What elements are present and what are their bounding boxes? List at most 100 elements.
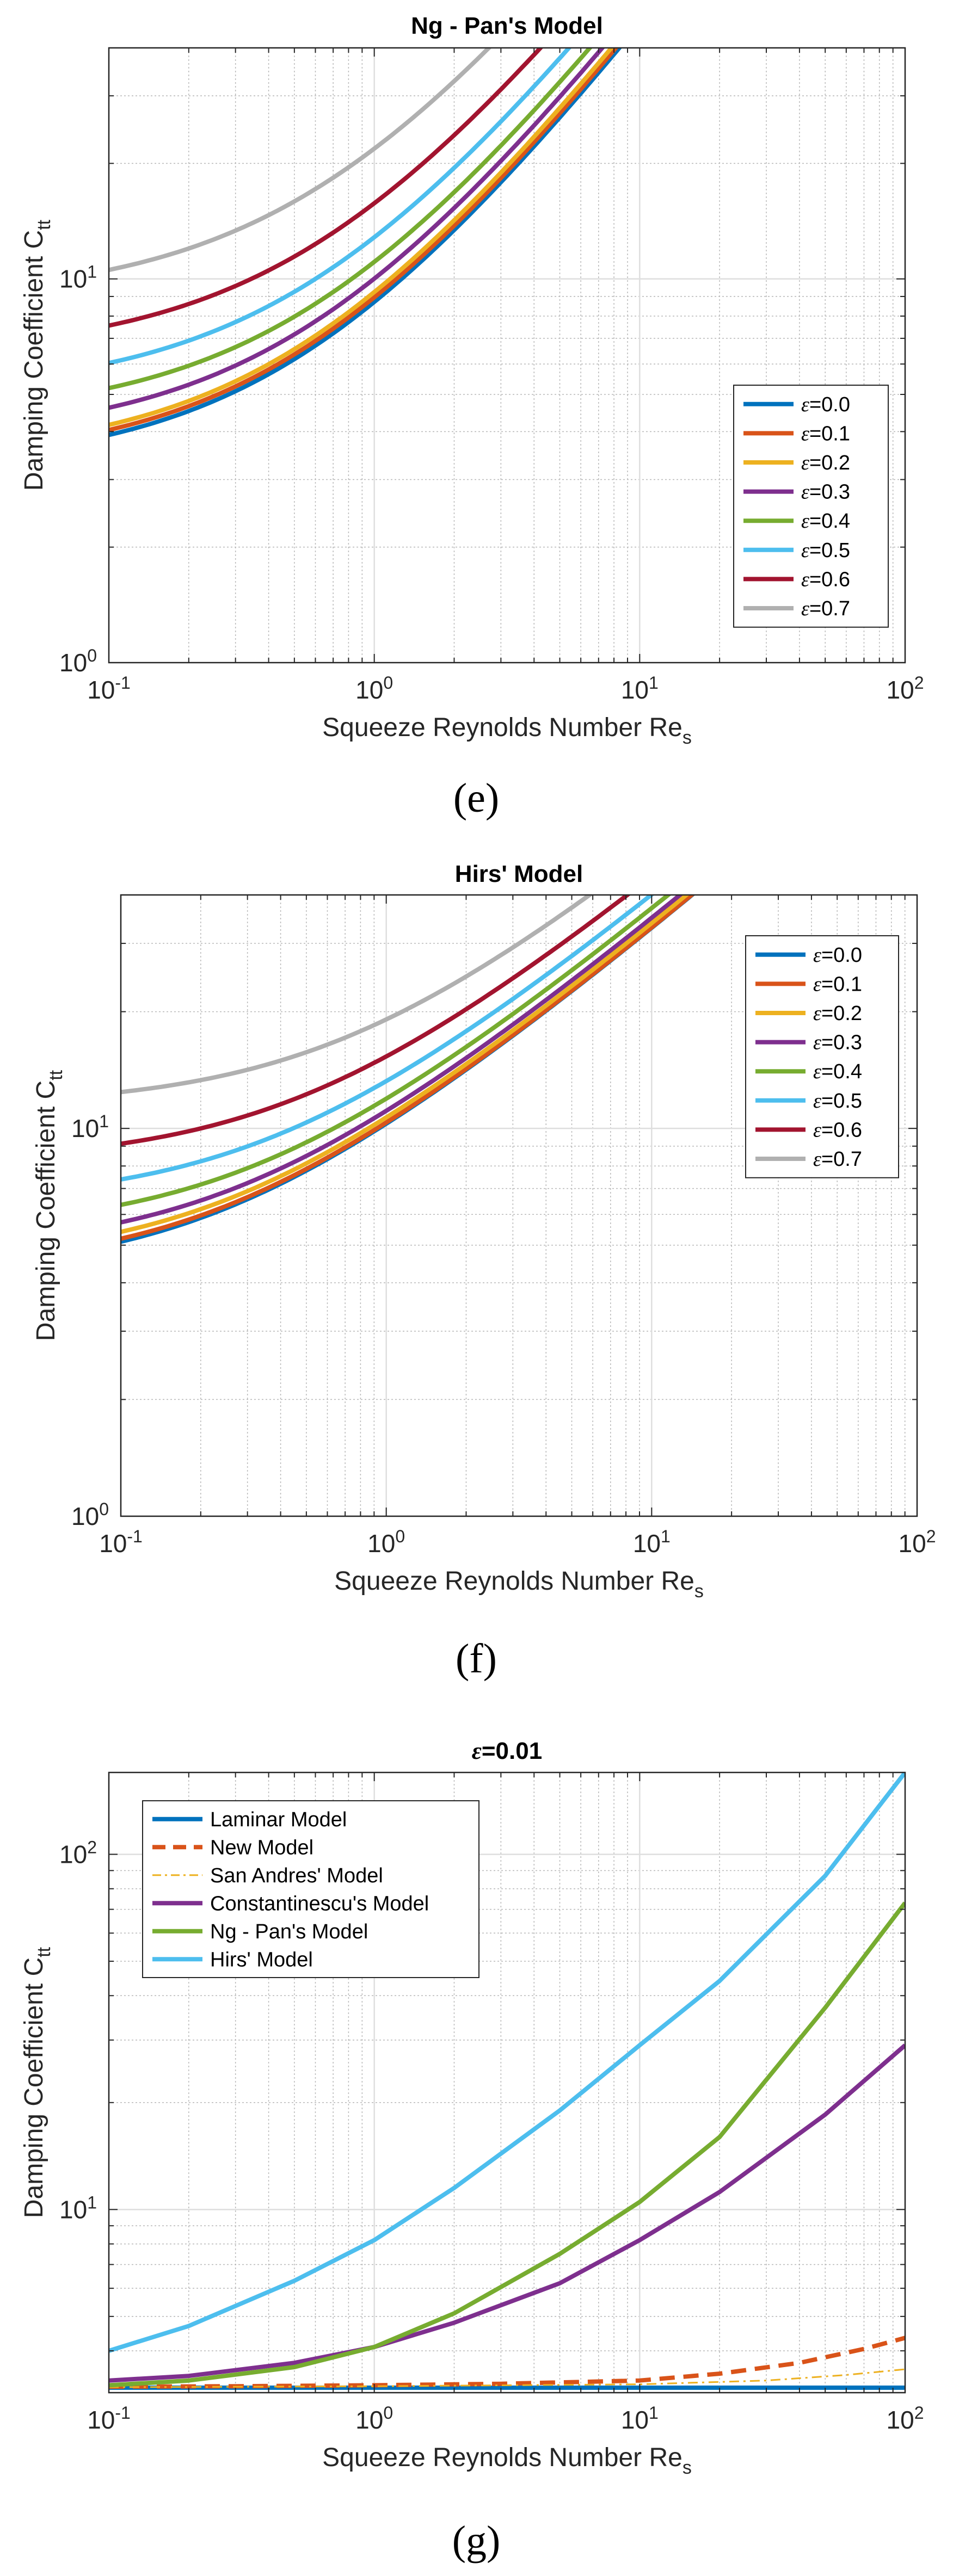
legend-value: =0.7	[809, 597, 850, 620]
epsilon-symbol: ε	[801, 539, 809, 562]
legend-label: ε=0.5	[813, 1090, 862, 1113]
series-line-0-3	[109, 48, 605, 410]
legend-value: =0.1	[809, 422, 850, 445]
axes-box	[108, 47, 906, 664]
y-tick-label: 100	[59, 646, 97, 677]
x-axis-label: Squeeze Reynolds Number Res	[322, 2443, 692, 2478]
legend-value: =0.2	[809, 452, 850, 474]
epsilon-symbol: ε	[813, 973, 821, 996]
tick-exponent: 1	[87, 262, 97, 282]
legend-label: ε=0.6	[813, 1119, 862, 1141]
tick-base: 10	[59, 2195, 87, 2223]
tick-exponent: 2	[87, 1837, 97, 1857]
tick-base: 10	[59, 1840, 87, 1868]
legend-label: Constantinescu's Model	[210, 1892, 429, 1915]
legend-label: ε=0.3	[813, 1031, 862, 1054]
y-tick-label: 101	[59, 262, 97, 293]
y-tick-label: 102	[59, 1837, 97, 1868]
y-label-subscript: tt	[34, 219, 54, 230]
legend-box	[142, 1800, 479, 1978]
legend-label: ε=0.4	[801, 510, 850, 533]
epsilon-symbol: ε	[801, 422, 809, 445]
panel-label-text: (g)	[452, 2518, 501, 2563]
legend-label: ε=0.2	[801, 452, 850, 474]
x-tick-label: 10-1	[99, 1527, 143, 1558]
title-text: Ng - Pan's Model	[411, 13, 603, 39]
legend-label: ε=0.7	[813, 1148, 862, 1171]
chart-title: Hirs' Model	[455, 861, 583, 887]
legend-box	[745, 935, 899, 1178]
legend-value: =0.3	[809, 481, 850, 504]
tick-base: 10	[99, 1529, 127, 1558]
series-line-0-1	[109, 48, 619, 433]
tick-exponent: -1	[115, 673, 130, 693]
tick-base: 10	[71, 1114, 99, 1142]
title-value: =0.01	[482, 1738, 542, 1764]
legend-label: ε=0.2	[813, 1002, 862, 1025]
legend-value: =0.2	[821, 1002, 862, 1025]
legend-label: ε=0.6	[801, 568, 850, 591]
axes-box	[108, 1771, 906, 2394]
legend-label: ε=0.4	[813, 1060, 862, 1083]
x-tick-label: 102	[899, 1527, 936, 1558]
series-line-2-2	[109, 2368, 905, 2388]
epsilon-symbol: ε	[801, 568, 809, 591]
tick-base: 10	[59, 265, 87, 293]
tick-base: 10	[355, 2406, 383, 2434]
tick-base: 10	[71, 1502, 99, 1530]
tick-base: 10	[87, 676, 115, 704]
x-axis-label: Squeeze Reynolds Number Res	[334, 1567, 704, 1602]
tick-base: 10	[887, 676, 914, 704]
epsilon-symbol: ε	[813, 1002, 821, 1025]
series-line-2-3	[109, 2043, 905, 2383]
series-line-0-0	[109, 48, 623, 437]
panel-label: (g)	[452, 2518, 501, 2563]
legend-label: Laminar Model	[210, 1808, 347, 1831]
series-line-0-5	[109, 48, 572, 366]
epsilon-symbol: ε	[813, 944, 821, 967]
tick-exponent: 1	[661, 1527, 671, 1546]
epsilon-symbol: ε	[813, 1060, 821, 1083]
series-line-1-2	[121, 895, 690, 1234]
epsilon-symbol: ε	[472, 1738, 482, 1764]
legend-label: Hirs' Model	[210, 1948, 313, 1971]
series-line-1-1	[121, 895, 696, 1241]
epsilon-symbol: ε	[813, 1148, 821, 1171]
axes	[108, 1771, 906, 2394]
y-tick-label: 101	[59, 2192, 97, 2223]
x-tick-label: 101	[621, 2403, 659, 2434]
x-label-subscript: s	[683, 2457, 692, 2478]
legend: ε=0.0ε=0.1ε=0.2ε=0.3ε=0.4ε=0.5ε=0.6ε=0.7	[745, 935, 899, 1178]
legend-value: =0.0	[809, 393, 850, 416]
series-line-0-6	[109, 48, 544, 328]
legend-text: San Andres' Model	[210, 1864, 383, 1887]
legend-value: =0.0	[821, 944, 862, 967]
legend-label: ε=0.7	[801, 597, 850, 620]
tick-base: 10	[899, 1529, 926, 1558]
legend-value: =0.7	[821, 1148, 862, 1171]
epsilon-symbol: ε	[801, 510, 809, 533]
legend-box	[733, 385, 889, 628]
x-tick-label: 101	[633, 1527, 671, 1558]
y-tick-label: 100	[71, 1499, 109, 1530]
x-tick-label: 100	[355, 2403, 393, 2434]
y-axis-label: Damping Coefficient Ctt	[32, 1070, 66, 1341]
tick-base: 10	[367, 1529, 395, 1558]
legend-label: San Andres' Model	[210, 1864, 383, 1887]
tick-exponent: 0	[87, 646, 97, 665]
x-tick-label: 100	[355, 673, 393, 704]
series-line-1-6	[121, 895, 631, 1146]
legend-value: =0.6	[809, 568, 850, 591]
x-tick-label: 101	[621, 673, 659, 704]
tick-base: 10	[887, 2406, 914, 2434]
legend-value: =0.3	[821, 1031, 862, 1054]
legend-text: New Model	[210, 1836, 313, 1859]
tick-base: 10	[621, 676, 649, 704]
x-label-subscript: s	[694, 1581, 704, 1602]
tick-exponent: 2	[914, 2403, 924, 2423]
epsilon-symbol: ε	[813, 1090, 821, 1113]
tick-base: 10	[59, 648, 87, 677]
